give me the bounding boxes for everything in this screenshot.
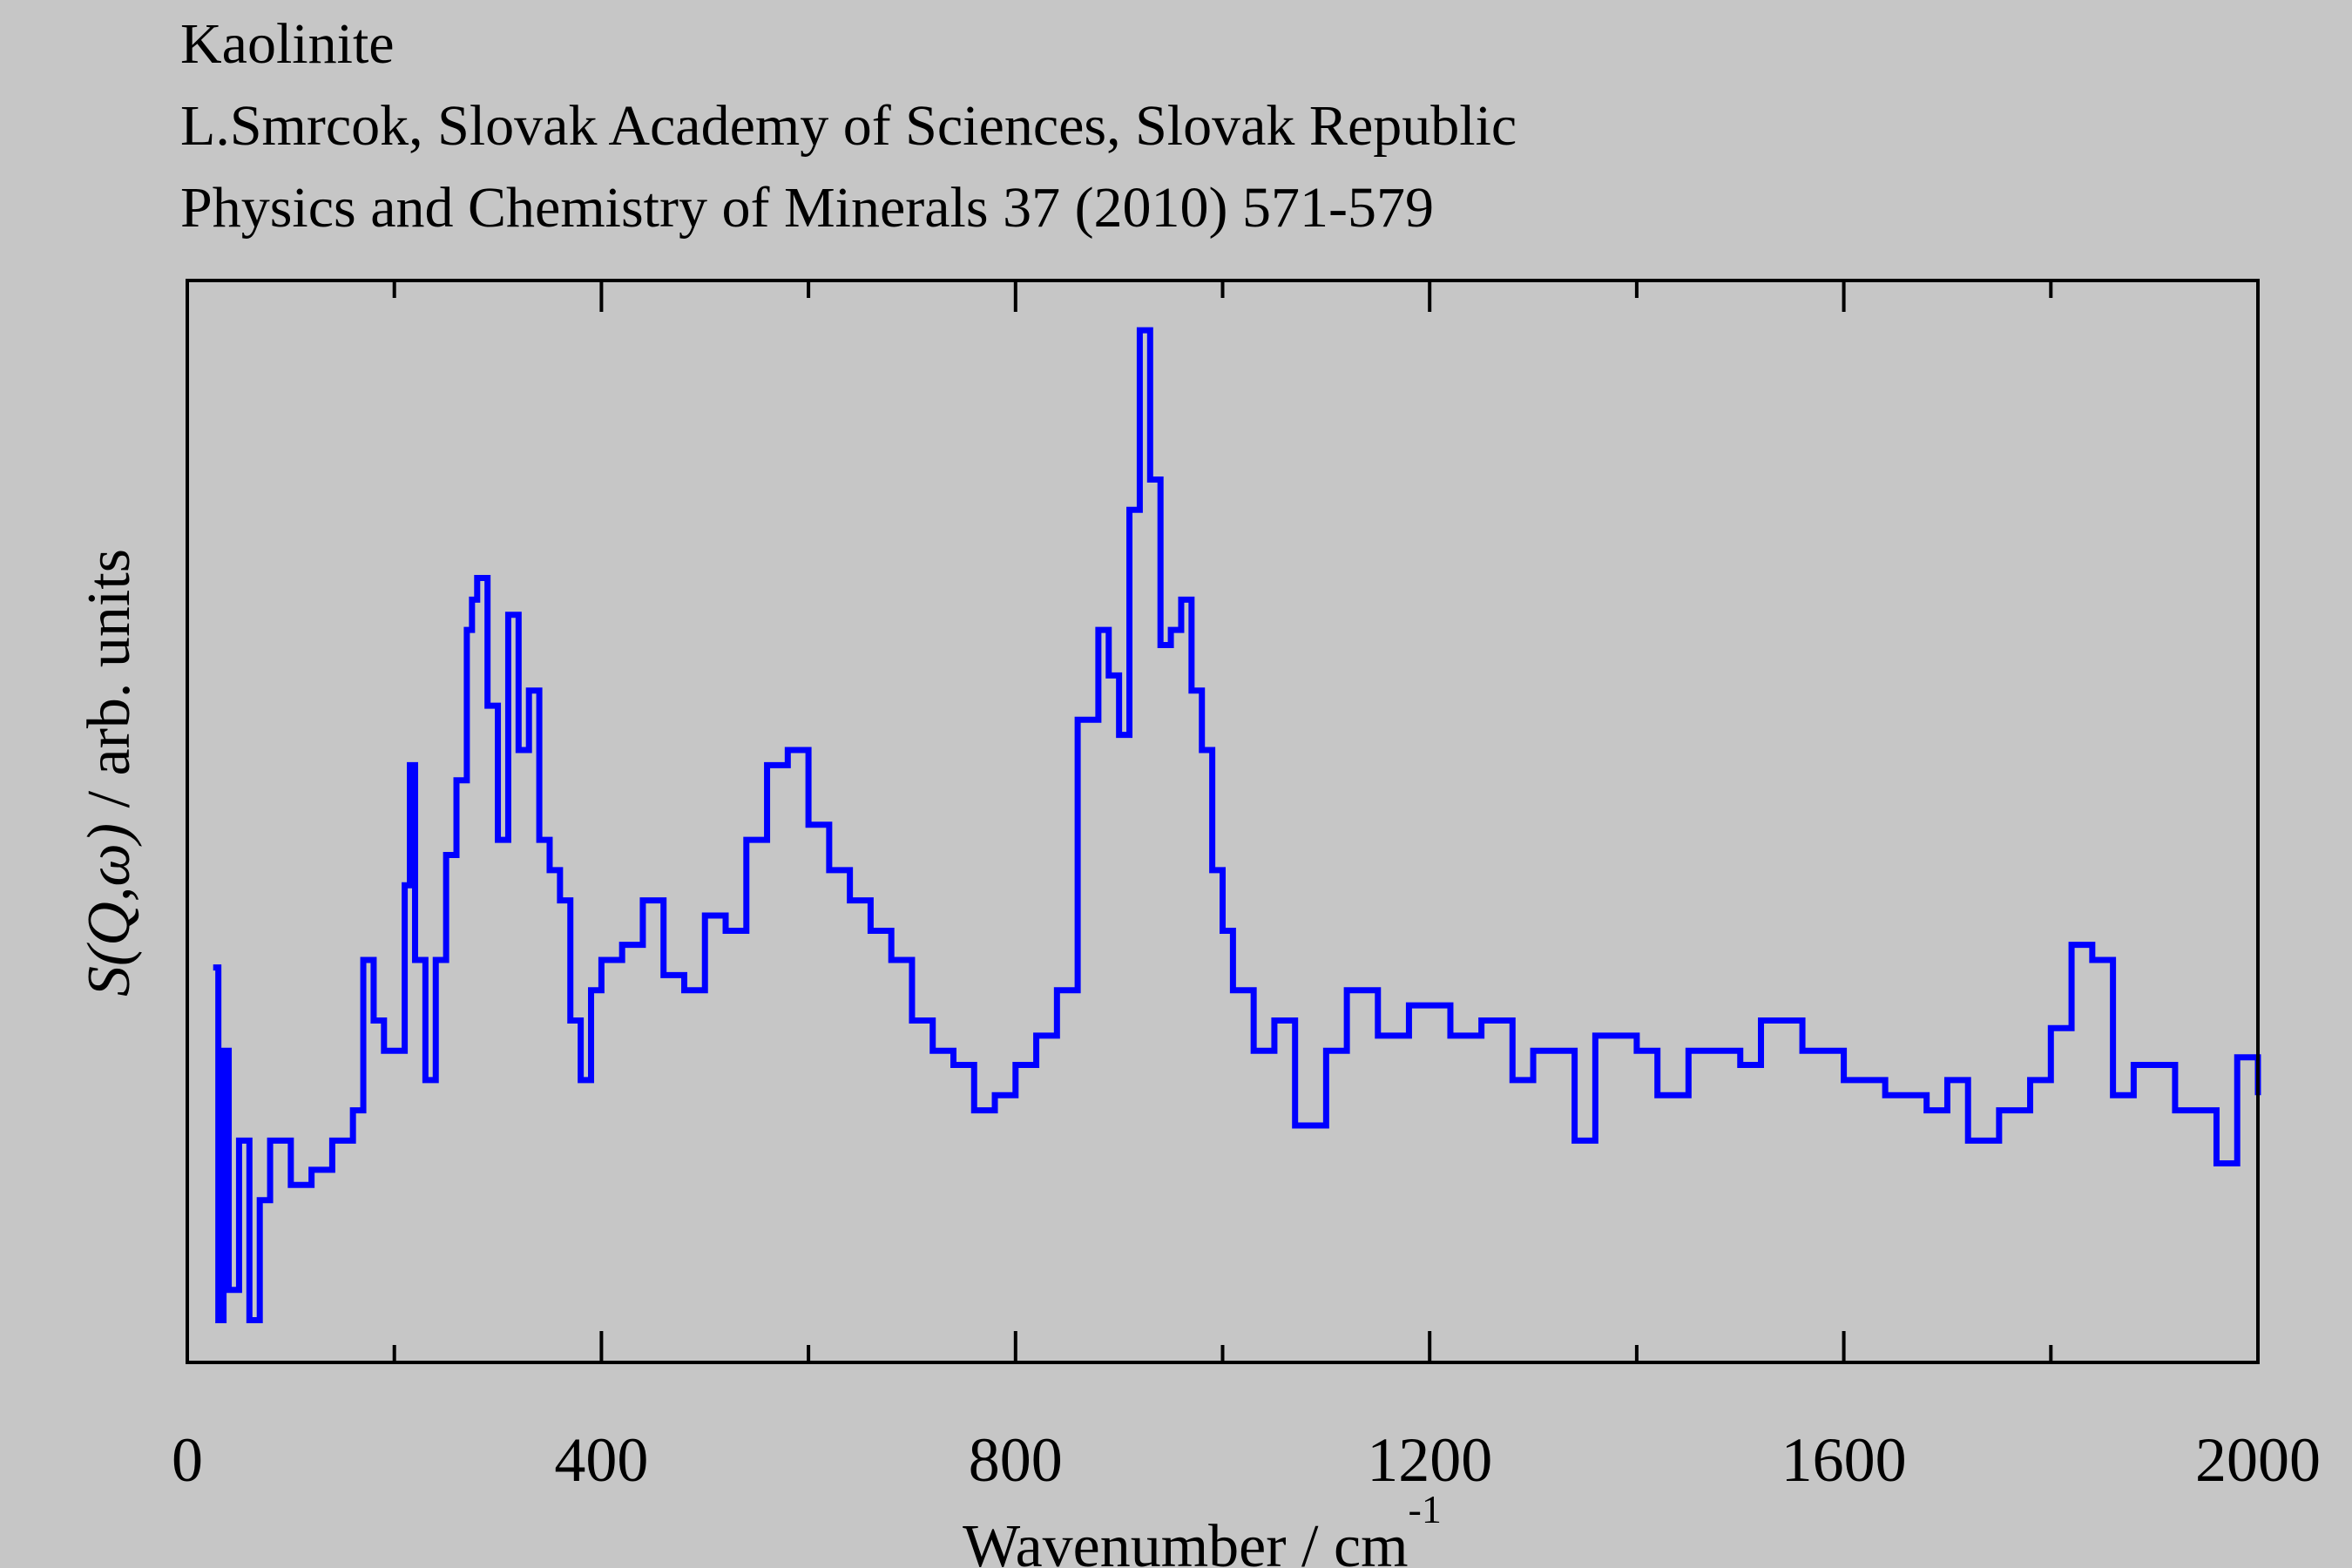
x-axis-label-text: Wavenumber / cm <box>963 1513 1408 1568</box>
x-axis-label-superscript: -1 <box>1409 1487 1442 1531</box>
y-axis-label-text: / arb. units <box>76 549 143 823</box>
x-tick-label: 2000 <box>2195 1425 2321 1495</box>
x-tick-label: 400 <box>554 1425 648 1495</box>
x-axis-label: Wavenumber / cm-1 <box>963 1487 1442 1568</box>
title-line-3: Physics and Chemistry of Minerals 37 (20… <box>180 176 1434 240</box>
y-axis-label: S(Q,ω) / arb. units <box>76 549 143 997</box>
title-line-2: L.Smrcok, Slovak Academy of Sciences, Sl… <box>180 94 1517 158</box>
y-axis-label-symbol: S(Q,ω) <box>76 823 143 997</box>
x-tick-label: 1200 <box>1367 1425 1492 1495</box>
x-tick-label: 1600 <box>1781 1425 1907 1495</box>
title-line-1: Kaolinite <box>180 12 395 76</box>
x-tick-label: 800 <box>969 1425 1063 1495</box>
plot-frame <box>186 279 2260 1364</box>
spectrum-line <box>213 327 2261 1324</box>
x-tick-labels: 0 400 800 1200 1600 2000 <box>172 1425 2321 1495</box>
x-tick-label: 0 <box>172 1425 203 1495</box>
